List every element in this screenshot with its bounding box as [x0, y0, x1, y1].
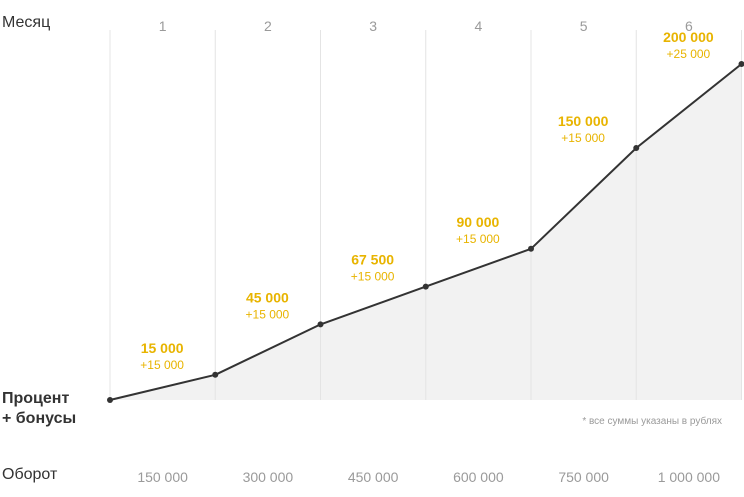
value-label: 90 000 [456, 214, 499, 230]
value-label: 67 500 [351, 252, 394, 268]
turnover-tick-label: 300 000 [243, 469, 294, 485]
percent-bonus-label: Процент + бонусы [2, 389, 76, 429]
increment-label: +15 000 [561, 131, 605, 145]
month-tick-label: 4 [474, 18, 482, 34]
month-tick-label: 3 [369, 18, 377, 34]
turnover-tick-label: 150 000 [137, 469, 188, 485]
month-tick-label: 2 [264, 18, 272, 34]
turnover-tick-label: 600 000 [453, 469, 504, 485]
data-point [633, 145, 640, 151]
percent-label-line2: + бонусы [2, 410, 77, 427]
data-point [107, 397, 113, 403]
increment-label: +15 000 [246, 307, 290, 321]
turnover-axis-label: Оборот [2, 466, 58, 483]
value-label: 15 000 [141, 340, 184, 356]
value-label: 150 000 [558, 113, 609, 129]
data-point [212, 371, 219, 378]
currency-footnote: * все суммы указаны в рублях [582, 416, 722, 427]
increment-label: +15 000 [351, 270, 395, 284]
data-point [422, 283, 429, 290]
data-point [528, 245, 534, 252]
month-tick-label: 1 [159, 18, 167, 34]
increment-label: +15 000 [140, 358, 184, 372]
turnover-tick-label: 1 000 000 [658, 469, 720, 485]
percent-label-line1: Процент [2, 390, 70, 407]
data-point [738, 61, 744, 67]
turnover-tick-label: 450 000 [348, 469, 399, 485]
month-tick-label: 5 [580, 18, 588, 34]
data-point [317, 321, 324, 328]
area-fill [110, 64, 742, 400]
value-label: 45 000 [246, 289, 289, 305]
value-label: 200 000 [663, 29, 714, 45]
month-tick-label: 6 [685, 18, 693, 34]
turnover-tick-label: 750 000 [558, 469, 609, 485]
increment-label: +15 000 [456, 232, 500, 246]
increment-label: +25 000 [667, 47, 711, 61]
month-axis-label: Месяц [2, 14, 51, 31]
